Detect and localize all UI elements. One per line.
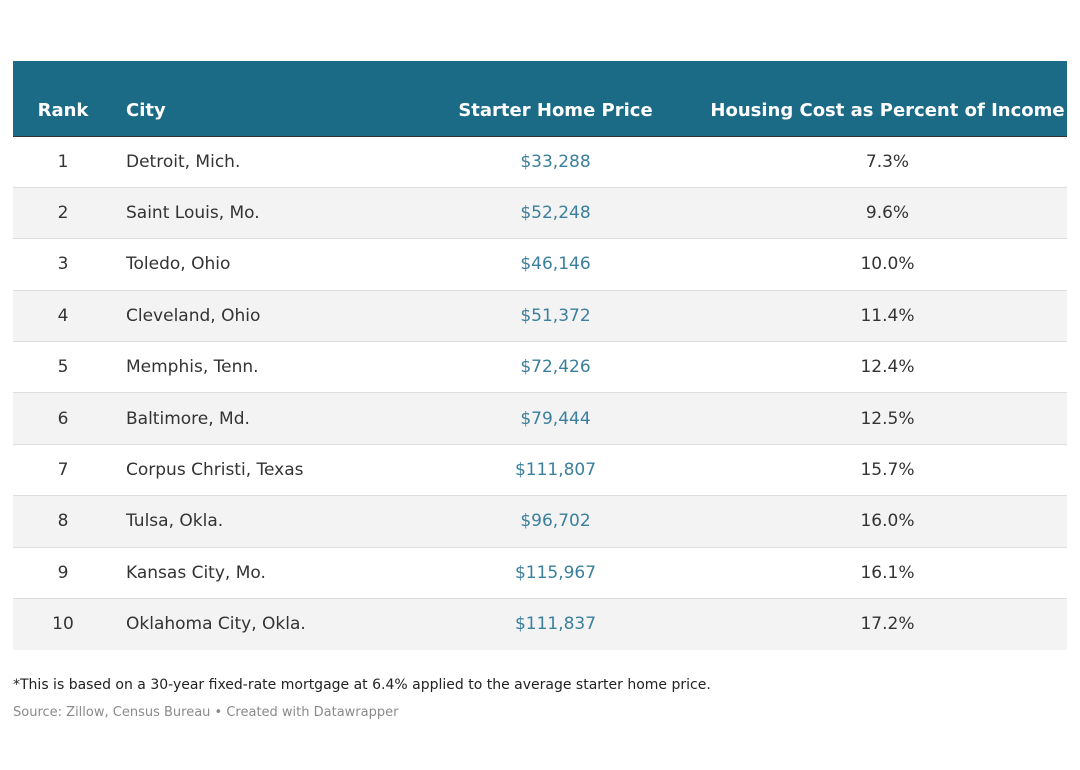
cell-price: $96,702 [520, 511, 591, 532]
table-row: 10 Oklahoma City, Okla. $111,837 17.2% [13, 598, 1067, 650]
table-row: 5 Memphis, Tenn. $72,426 12.4% [13, 341, 1067, 393]
table-row: 4 Cleveland, Ohio $51,372 11.4% [13, 290, 1067, 342]
cell-price: $111,837 [514, 614, 597, 635]
cell-price: $111,807 [514, 460, 597, 481]
cell-price: $51,372 [520, 305, 591, 326]
cell-city: Corpus Christi, Texas [126, 460, 304, 481]
cell-price: $72,426 [520, 357, 591, 378]
column-header-price[interactable]: Starter Home Price [403, 61, 708, 136]
table-row: 9 Kansas City, Mo. $115,967 16.1% [13, 547, 1067, 599]
cell-percent: 12.5% [860, 408, 915, 429]
cell-percent: 16.1% [860, 562, 915, 583]
cell-price: $46,146 [520, 254, 591, 275]
cell-city: Kansas City, Mo. [126, 562, 266, 583]
cell-rank: 7 [57, 460, 69, 481]
column-header-rank[interactable]: Rank [13, 61, 113, 136]
cell-city: Memphis, Tenn. [126, 357, 259, 378]
cell-city: Saint Louis, Mo. [126, 203, 260, 224]
cell-percent: 16.0% [860, 511, 915, 532]
cell-rank: 9 [57, 562, 69, 583]
cell-price: $33,288 [520, 151, 591, 172]
source-credit: Source: Zillow, Census Bureau • Created … [13, 705, 399, 720]
cell-percent: 15.7% [860, 460, 915, 481]
table-row: 8 Tulsa, Okla. $96,702 16.0% [13, 495, 1067, 548]
cell-rank: 10 [52, 614, 74, 635]
cell-city: Toledo, Ohio [126, 254, 231, 275]
cell-city: Oklahoma City, Okla. [126, 614, 306, 635]
table-header-row: Rank City Starter Home Price Housing Cos… [13, 61, 1067, 136]
cell-price: $79,444 [520, 408, 591, 429]
cell-percent: 9.6% [865, 203, 910, 224]
column-header-city[interactable]: City [113, 61, 403, 136]
cell-rank: 4 [57, 305, 69, 326]
cell-percent: 7.3% [865, 151, 910, 172]
table-row: 3 Toledo, Ohio $46,146 10.0% [13, 238, 1067, 291]
data-table-container: Rank City Starter Home Price Housing Cos… [13, 61, 1067, 650]
cell-city: Detroit, Mich. [126, 151, 241, 172]
table-row: 2 Saint Louis, Mo. $52,248 9.6% [13, 187, 1067, 239]
column-header-percent[interactable]: Housing Cost as Percent of Income [708, 61, 1067, 136]
cell-city: Tulsa, Okla. [126, 511, 224, 532]
cell-rank: 8 [57, 511, 69, 532]
cell-rank: 5 [57, 357, 69, 378]
table-row: 1 Detroit, Mich. $33,288 7.3% [13, 136, 1067, 188]
cell-percent: 10.0% [860, 254, 915, 275]
cell-city: Cleveland, Ohio [126, 305, 261, 326]
cell-rank: 2 [57, 203, 69, 224]
cell-percent: 11.4% [860, 305, 915, 326]
table-row: 6 Baltimore, Md. $79,444 12.5% [13, 392, 1067, 445]
cell-rank: 1 [57, 151, 69, 172]
cell-percent: 17.2% [860, 614, 915, 635]
table-row: 7 Corpus Christi, Texas $111,807 15.7% [13, 444, 1067, 496]
table-body: 1 Detroit, Mich. $33,288 7.3% 2 Saint Louis, … [13, 136, 1067, 650]
cell-percent: 12.4% [860, 357, 915, 378]
cell-city: Baltimore, Md. [126, 408, 250, 429]
footnote: *This is based on a 30-year fixed-rate m… [13, 677, 711, 693]
cell-price: $115,967 [514, 562, 597, 583]
cell-price: $52,248 [520, 203, 591, 224]
cell-rank: 6 [57, 408, 69, 429]
cell-rank: 3 [57, 254, 69, 275]
data-table: Rank City Starter Home Price Housing Cos… [13, 61, 1067, 650]
